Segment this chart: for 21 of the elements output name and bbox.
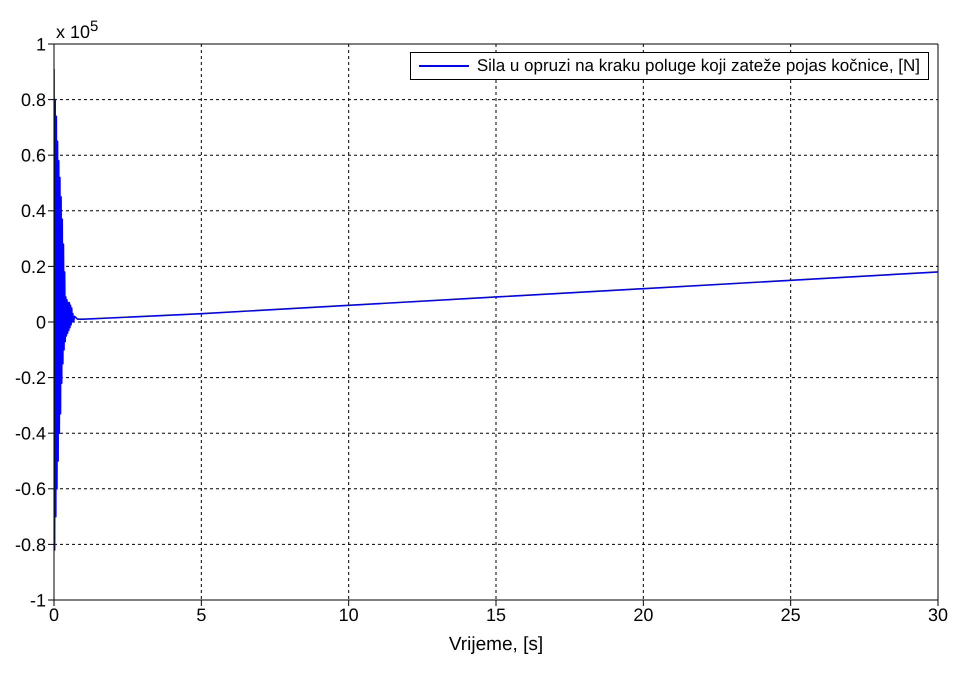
y-tick-label: 0.8: [20, 90, 46, 110]
x-tick-label: 10: [338, 604, 359, 625]
x-tick-label: 0: [48, 604, 60, 625]
y-tick-label: 0.2: [20, 256, 46, 277]
y-tick-label: 1: [36, 34, 46, 54]
y-tick-label: 0.4: [20, 201, 46, 222]
legend-label: Sila u opruzi na kraku poluge koji zateže pojas kočnice, [N]: [476, 56, 920, 76]
x-tick-label: 5: [196, 604, 206, 625]
x-axis-title: Vrijeme, [s]: [448, 634, 544, 655]
y-tick-label: -1: [30, 590, 46, 610]
x-tick-label: 25: [780, 604, 801, 625]
x-tick-label: 15: [486, 604, 506, 625]
y-tick-label: -0.4: [14, 424, 46, 444]
text: x 10$^{5}$: [56, 18, 98, 43]
y-tick-label: 0: [36, 312, 46, 332]
x-tick-label: 30: [928, 604, 948, 625]
x-tick-label: 20: [633, 604, 654, 625]
y-tick-label: -0.6: [14, 479, 46, 500]
y-tick-label: -0.2: [14, 368, 46, 388]
y-tick-label: 0.6: [20, 146, 46, 166]
y-tick-label: -0.8: [14, 534, 46, 555]
